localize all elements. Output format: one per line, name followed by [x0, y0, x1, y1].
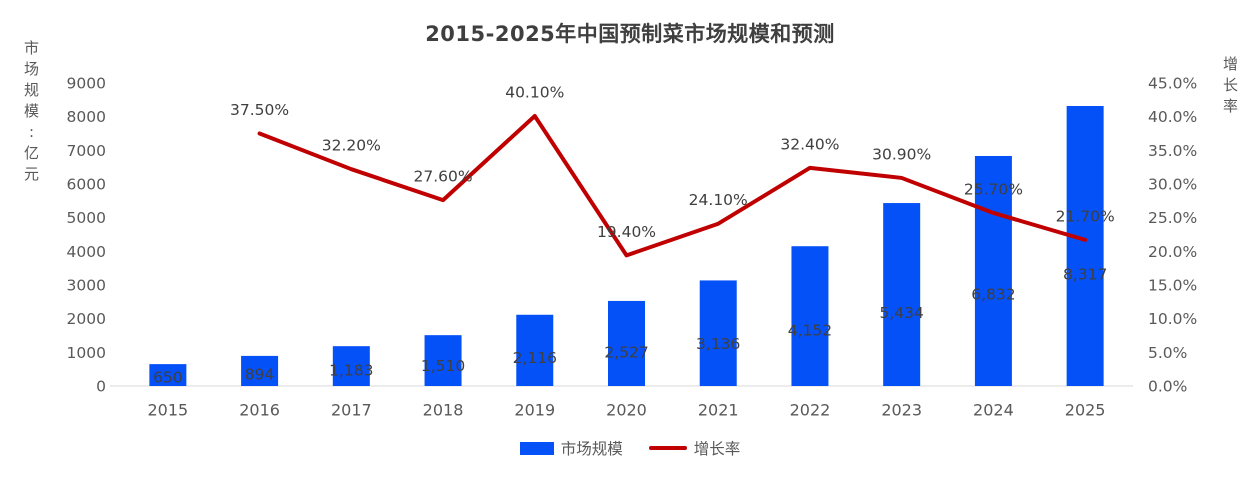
right-axis-tick: 20.0% — [1148, 243, 1197, 261]
bar-market-size — [883, 203, 921, 386]
left-axis-tick: 2000 — [67, 310, 106, 328]
x-axis-label: 2015 — [148, 401, 189, 420]
legend: 市场规模 增长率 — [0, 438, 1260, 458]
left-axis-tick: 7000 — [67, 142, 106, 160]
bar-market-size — [516, 314, 554, 386]
x-axis-label: 2024 — [973, 401, 1014, 420]
bar-market-size — [1066, 105, 1104, 387]
axis-title-char: 亿 — [24, 144, 40, 162]
left-axis-tick: 6000 — [67, 175, 106, 193]
bar-data-label: 650 — [153, 369, 183, 387]
bar-market-size — [974, 155, 1012, 386]
bar-data-label: 2,116 — [513, 349, 557, 367]
right-axis-title: 增长率 — [1223, 54, 1238, 117]
chart-title: 2015-2025年中国预制菜市场规模和预测 — [425, 22, 835, 46]
bar-data-label: 5,434 — [879, 304, 923, 322]
x-axis-label: 2018 — [423, 401, 464, 420]
right-axis-tick: 35.0% — [1148, 142, 1197, 160]
left-axis-tick: 9000 — [67, 74, 106, 92]
line-data-label: 24.10% — [689, 191, 748, 209]
right-axis-tick: 45.0% — [1148, 74, 1197, 92]
bar-data-label: 894 — [245, 365, 275, 383]
right-axis-tick: 15.0% — [1148, 276, 1197, 294]
bar-data-label: 4,152 — [788, 322, 832, 340]
right-axis-tick: 10.0% — [1148, 310, 1197, 328]
line-data-label: 32.40% — [780, 135, 839, 153]
legend-label-growth-rate: 增长率 — [693, 440, 741, 458]
bar-market-size — [149, 364, 187, 386]
line-data-label: 32.20% — [322, 137, 381, 155]
line-data-label: 40.10% — [505, 83, 564, 101]
bar-data-label: 1,183 — [329, 361, 373, 379]
axis-title-char: 规 — [24, 81, 40, 99]
x-axis-label: 2023 — [881, 401, 922, 420]
bar-market-size — [791, 246, 829, 386]
bar-market-size — [332, 346, 370, 386]
axis-title-char: 率 — [1222, 97, 1238, 115]
right-axis-tick: 40.0% — [1148, 108, 1197, 126]
bar-data-label: 2,527 — [604, 343, 648, 361]
legend-bar-swatch — [519, 441, 554, 455]
right-axis-tick: 25.0% — [1148, 209, 1197, 227]
bar-market-size — [241, 355, 279, 386]
left-axis-tick: 3000 — [67, 276, 106, 294]
axis-title-char: 增 — [1222, 55, 1238, 73]
bar-data-label: 6,832 — [971, 285, 1015, 303]
axis-title-char: 市 — [24, 39, 40, 57]
x-axis-label: 2022 — [790, 401, 831, 420]
axis-title-char: 模 — [24, 102, 40, 120]
bar-data-label: 1,510 — [421, 357, 465, 375]
left-axis-tick: 8000 — [67, 108, 106, 126]
line-data-label: 30.90% — [872, 145, 931, 163]
axis-title-char: : — [28, 123, 35, 141]
x-axis-label: 2016 — [239, 401, 280, 420]
legend-label-market-size: 市场规模 — [560, 440, 623, 458]
left-axis-tick: 4000 — [67, 243, 106, 261]
right-axis-tick: 30.0% — [1148, 175, 1197, 193]
left-axis-tick: 0 — [96, 377, 106, 395]
axis-title-char: 长 — [1222, 76, 1238, 94]
line-data-label: 19.40% — [597, 223, 656, 241]
line-data-label: 27.60% — [413, 168, 472, 186]
bar-data-label: 8,317 — [1063, 265, 1107, 283]
line-data-label: 37.50% — [230, 101, 289, 119]
x-axis-label: 2019 — [514, 401, 555, 420]
x-axis-label: 2021 — [698, 401, 739, 420]
axis-title-char: 场 — [24, 60, 40, 78]
x-axis-label: 2017 — [331, 401, 372, 420]
bar-market-size — [699, 280, 737, 386]
bar-market-size — [424, 335, 462, 386]
left-axis-tick: 1000 — [67, 344, 106, 362]
bar-market-size — [608, 300, 645, 386]
left-axis-title: 市场规模: 亿元 — [24, 38, 39, 185]
line-data-label: 25.70% — [964, 180, 1023, 198]
left-axis-tick: 5000 — [67, 209, 106, 227]
axis-title-char: 元 — [24, 165, 40, 183]
bar-data-label: 3,136 — [696, 335, 740, 353]
line-growth-rate — [257, 113, 1088, 258]
right-axis-tick: 0.0% — [1148, 377, 1187, 395]
x-axis-label: 2020 — [606, 401, 647, 420]
x-axis-label: 2025 — [1065, 401, 1106, 420]
line-data-label: 21.70% — [1056, 207, 1115, 225]
right-axis-tick: 5.0% — [1148, 344, 1187, 362]
legend-line-swatch — [648, 446, 687, 450]
